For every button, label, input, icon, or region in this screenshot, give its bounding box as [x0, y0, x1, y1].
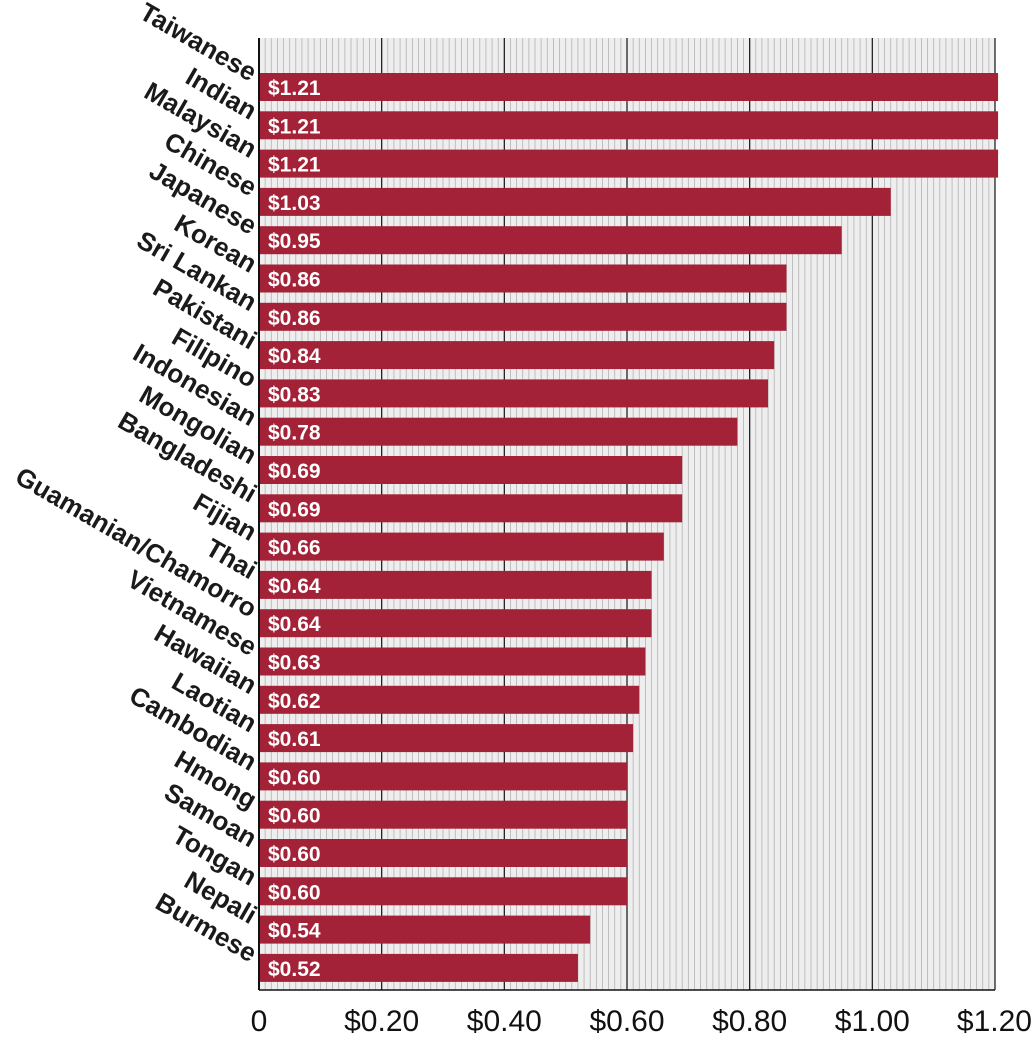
x-tick-label: $1.20	[957, 1005, 1032, 1038]
bar-value-label: $0.64	[268, 575, 321, 598]
x-tick-label: $0.80	[712, 1005, 787, 1038]
bar	[259, 839, 627, 867]
bar	[259, 532, 664, 561]
bar-value-label: $0.86	[268, 307, 321, 330]
bar-value-label: $0.63	[268, 652, 321, 675]
bar	[259, 800, 627, 829]
bar	[259, 762, 627, 791]
bar	[259, 111, 999, 140]
bar-value-label: $0.86	[268, 269, 321, 292]
bar	[259, 647, 646, 676]
bar-value-label: $0.64	[268, 613, 321, 636]
bar	[259, 877, 627, 906]
bar-value-label: $0.95	[268, 230, 321, 253]
bar-value-label: $1.21	[268, 77, 321, 100]
bar-value-label: $0.61	[268, 728, 321, 751]
bar	[259, 609, 652, 638]
bar	[259, 915, 591, 944]
bar	[259, 264, 787, 293]
bar	[259, 724, 634, 753]
bar-value-label: $0.69	[268, 498, 321, 521]
x-tick-label: 0	[251, 1005, 268, 1038]
bar	[259, 379, 769, 408]
bar-value-label: $0.66	[268, 537, 321, 560]
axes	[258, 38, 995, 991]
bar-value-label: $0.62	[268, 690, 321, 713]
bar	[259, 149, 999, 178]
bar	[259, 187, 891, 216]
bar	[259, 302, 787, 331]
bar	[259, 570, 652, 599]
bar-value-label: $0.54	[268, 920, 321, 943]
x-tick-label: $0.40	[467, 1005, 542, 1038]
bar-value-label: $1.03	[268, 192, 321, 215]
bars	[259, 73, 999, 982]
bar-value-label: $1.21	[268, 115, 321, 138]
bar	[259, 73, 999, 101]
bar	[259, 953, 578, 982]
bar	[259, 494, 683, 523]
bar-value-label: $0.60	[268, 843, 321, 866]
bar	[259, 226, 842, 255]
category-labels: TaiwaneseIndianMalaysianChineseJapaneseK…	[11, 0, 262, 968]
x-tick-label: $0.20	[344, 1005, 419, 1038]
bar	[259, 456, 683, 484]
bar-value-label: $0.69	[268, 460, 321, 483]
bar-value-labels: $1.21 $1.21 $1.21 $1.03 $0.95 $0.86 $0.86 $0.84…	[268, 77, 321, 981]
bar	[259, 341, 775, 370]
bar-value-label: $0.83	[268, 383, 321, 406]
bar-value-label: $0.60	[268, 805, 321, 828]
bar-value-label: $0.60	[268, 766, 321, 789]
x-tick-labels: 0 $0.20 $0.40 $0.60 $0.80 $1.00 $1.20	[251, 1005, 1032, 1038]
bar-value-label: $1.21	[268, 154, 321, 177]
x-tick-label: $1.00	[835, 1005, 910, 1038]
bar-value-label: $0.78	[268, 422, 321, 445]
x-tick-label: $0.60	[589, 1005, 664, 1038]
bar	[259, 417, 738, 446]
bar-value-label: $0.84	[268, 345, 321, 368]
bar	[259, 685, 640, 714]
bar-value-label: $0.52	[268, 958, 321, 981]
bar-value-label: $0.60	[268, 881, 321, 904]
